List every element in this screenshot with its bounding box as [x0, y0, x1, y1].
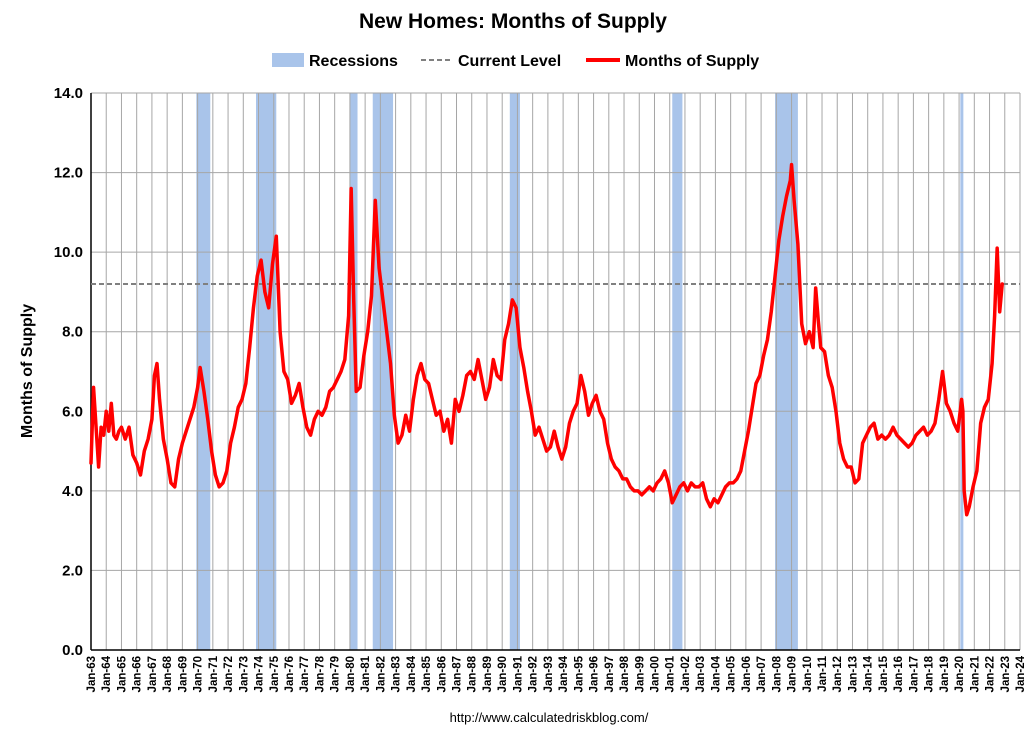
x-tick-label: Jan-17	[908, 656, 920, 692]
x-tick-label: Jan-84	[406, 655, 418, 692]
recession-band	[196, 93, 211, 650]
x-tick-label: Jan-09	[787, 656, 799, 692]
x-tick-label: Jan-81	[360, 655, 372, 692]
x-tick-label: Jan-93	[543, 656, 555, 692]
x-tick-label: Jan-01	[665, 655, 677, 692]
x-tick-label: Jan-94	[558, 655, 570, 692]
legend-months-of-supply-label: Months of Supply	[625, 53, 759, 70]
x-tick-label: Jan-95	[573, 655, 585, 692]
x-tick-label: Jan-73	[238, 656, 250, 692]
x-tick-label: Jan-88	[467, 655, 479, 692]
y-tick-label: 8.0	[62, 324, 83, 341]
x-tick-label: Jan-68	[162, 655, 174, 692]
x-tick-label: Jan-63	[86, 656, 98, 692]
x-tick-label: Jan-15	[878, 655, 890, 692]
source-url: http://www.calculatedriskblog.com/	[450, 710, 649, 725]
x-tick-label: Jan-96	[589, 656, 601, 692]
x-tick-label: Jan-65	[116, 655, 128, 692]
legend-recessions-swatch	[272, 53, 304, 67]
legend: Recessions Current Level Months of Suppl…	[272, 53, 759, 70]
recession-band	[672, 93, 683, 650]
legend-current-level-label: Current Level	[458, 53, 561, 70]
x-tick-label: Jan-71	[208, 655, 220, 692]
x-tick-label: Jan-16	[893, 656, 905, 692]
x-tick-label: Jan-64	[101, 655, 113, 692]
recession-band	[775, 93, 798, 650]
series-line-months-of-supply	[89, 162, 1004, 517]
x-tick-label: Jan-82	[375, 656, 387, 692]
recession-band	[349, 93, 358, 650]
chart-title: New Homes: Months of Supply	[359, 10, 667, 33]
x-tick-label: Jan-19	[939, 656, 951, 692]
y-tick-label: 12.0	[54, 165, 83, 182]
x-tick-label: Jan-24	[1015, 655, 1026, 692]
x-tick-label: Jan-98	[619, 655, 631, 692]
x-tick-label: Jan-89	[482, 656, 494, 692]
x-tick-label: Jan-04	[710, 655, 722, 692]
x-tick-label: Jan-76	[284, 656, 296, 692]
y-tick-label: 4.0	[62, 483, 83, 500]
x-tick-label: Jan-99	[634, 656, 646, 692]
x-tick-label: Jan-92	[528, 656, 540, 692]
x-tick-label: Jan-79	[330, 656, 342, 692]
x-tick-label: Jan-22	[985, 656, 997, 692]
x-tick-label: Jan-06	[741, 656, 753, 692]
x-tick-label: Jan-75	[269, 655, 281, 692]
x-tick-label: Jan-86	[436, 656, 448, 692]
y-tick-label: 6.0	[62, 403, 83, 420]
x-tick-label: Jan-00	[649, 656, 661, 692]
x-tick-label: Jan-11	[817, 655, 829, 691]
x-tick-label: Jan-67	[147, 656, 159, 692]
recession-band	[960, 93, 964, 650]
x-tick-label: Jan-03	[695, 656, 707, 692]
x-tick-label: Jan-78	[314, 655, 326, 692]
x-tick-label: Jan-21	[969, 655, 981, 692]
x-tick-label: Jan-80	[345, 656, 357, 692]
x-tick-label: Jan-14	[863, 655, 875, 692]
x-tick-label: Jan-87	[452, 656, 464, 692]
x-tick-label: Jan-66	[132, 656, 144, 692]
x-tick-label: Jan-05	[726, 655, 738, 692]
x-tick-label: Jan-23	[1000, 656, 1012, 692]
y-tick-label: 0.0	[62, 642, 83, 659]
y-tick-label: 2.0	[62, 562, 83, 579]
x-tick-label: Jan-08	[771, 655, 783, 692]
x-tick-label: Jan-18	[924, 655, 936, 692]
x-tick-label: Jan-83	[391, 656, 403, 692]
x-tick-label: Jan-97	[604, 656, 616, 692]
legend-recessions-label: Recessions	[309, 53, 398, 70]
x-tick-label: Jan-90	[497, 656, 509, 692]
x-tick-label: Jan-69	[177, 656, 189, 692]
y-tick-label: 14.0	[54, 85, 83, 102]
x-tick-label: Jan-74	[254, 655, 266, 692]
recession-band	[255, 93, 277, 650]
x-tick-label: Jan-85	[421, 655, 433, 692]
x-tick-label: Jan-70	[193, 656, 205, 692]
x-tick-label: Jan-13	[847, 656, 859, 692]
x-tick-label: Jan-10	[802, 656, 814, 692]
x-tick-label: Jan-07	[756, 656, 768, 692]
x-tick-label: Jan-91	[512, 655, 524, 692]
x-tick-label: Jan-77	[299, 656, 311, 692]
y-tick-label: 10.0	[54, 244, 83, 261]
x-tick-label: Jan-20	[954, 656, 966, 692]
y-axis-label: Months of Supply	[19, 304, 36, 438]
x-tick-label: Jan-02	[680, 656, 692, 692]
x-tick-label: Jan-72	[223, 656, 235, 692]
x-tick-label: Jan-12	[832, 656, 844, 692]
recession-band	[509, 93, 520, 650]
